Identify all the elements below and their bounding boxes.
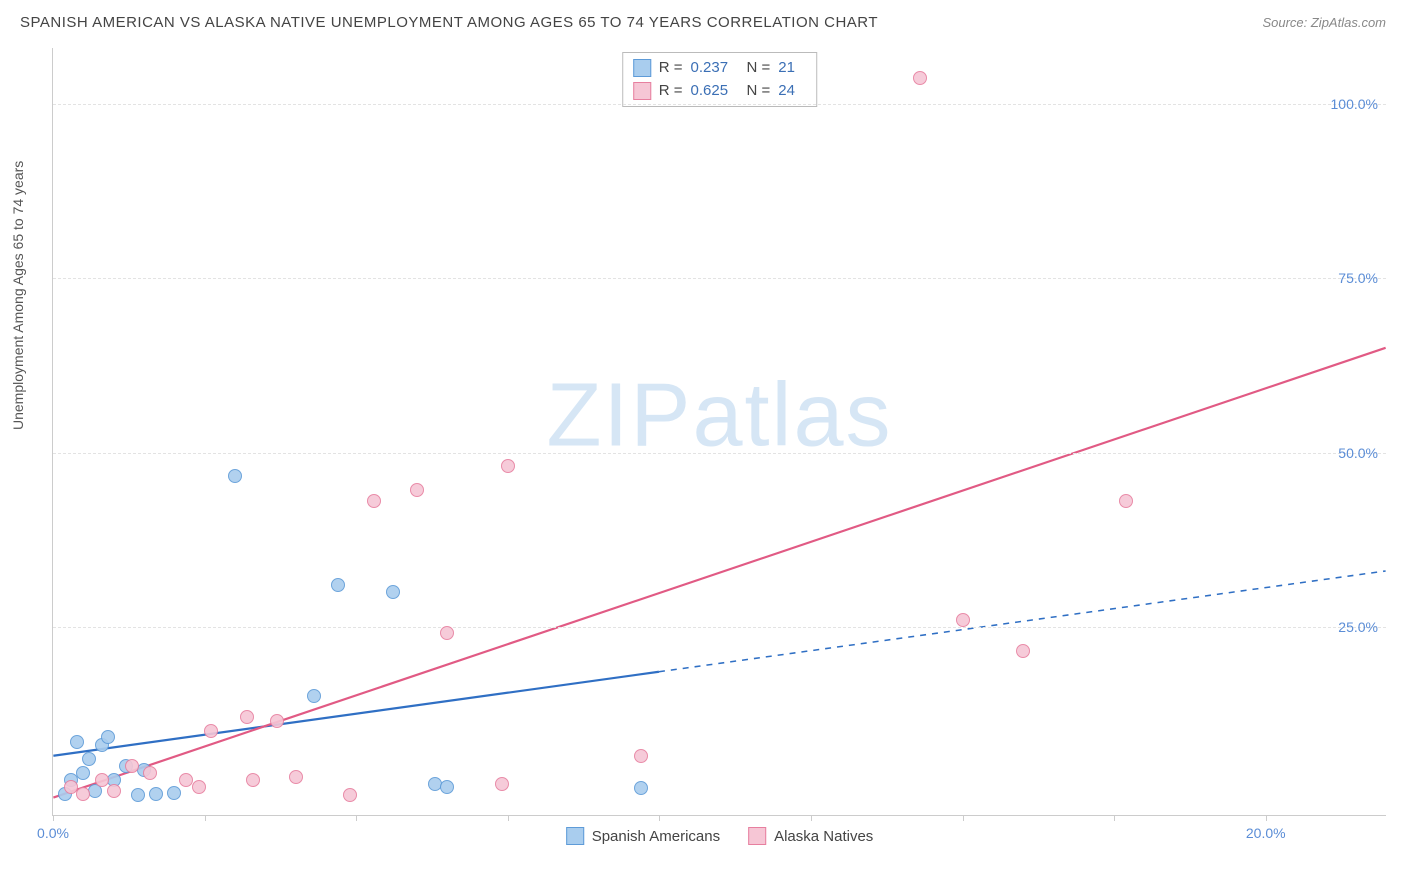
- data-point-spanish: [149, 787, 163, 801]
- swatch-spanish: [633, 59, 651, 77]
- x-tick: [1114, 815, 1115, 821]
- x-tick-label: 20.0%: [1246, 825, 1286, 841]
- x-tick: [356, 815, 357, 821]
- data-point-spanish: [331, 578, 345, 592]
- trend-lines-layer: [53, 48, 1386, 815]
- data-point-alaska: [125, 759, 139, 773]
- data-point-spanish: [131, 788, 145, 802]
- correlation-stats-box: R = 0.237 N = 21 R = 0.625 N = 24: [622, 52, 818, 107]
- series-legend: Spanish Americans Alaska Natives: [566, 827, 874, 845]
- x-tick: [963, 815, 964, 821]
- data-point-alaska: [204, 724, 218, 738]
- data-point-alaska: [76, 787, 90, 801]
- y-tick-label: 50.0%: [1338, 445, 1378, 461]
- data-point-alaska: [246, 773, 260, 787]
- data-point-alaska: [192, 780, 206, 794]
- x-tick: [659, 815, 660, 821]
- r-label: R =: [659, 80, 683, 103]
- scatter-chart: ZIPatlas R =0.237N =21R =0.625N =24 Span…: [52, 48, 1386, 816]
- x-tick-label: 0.0%: [37, 825, 69, 841]
- data-point-alaska: [270, 714, 284, 728]
- n-label: N =: [747, 57, 771, 80]
- data-point-alaska: [440, 626, 454, 640]
- gridline: [53, 104, 1386, 105]
- data-point-spanish: [70, 735, 84, 749]
- y-tick-label: 25.0%: [1338, 619, 1378, 635]
- n-value-alaska: 24: [778, 80, 806, 103]
- data-point-alaska: [240, 710, 254, 724]
- gridline: [53, 453, 1386, 454]
- x-tick: [1266, 815, 1267, 821]
- data-point-spanish: [101, 730, 115, 744]
- data-point-alaska: [410, 483, 424, 497]
- data-point-alaska: [495, 777, 509, 791]
- legend-label-spanish: Spanish Americans: [592, 828, 720, 845]
- trendline-alaska: [53, 348, 1385, 798]
- legend-item-spanish: Spanish Americans: [566, 827, 720, 845]
- r-label: R =: [659, 57, 683, 80]
- data-point-alaska: [95, 773, 109, 787]
- data-point-spanish: [76, 766, 90, 780]
- data-point-alaska: [1119, 494, 1133, 508]
- chart-title: SPANISH AMERICAN VS ALASKA NATIVE UNEMPL…: [20, 14, 878, 31]
- legend-label-alaska: Alaska Natives: [774, 828, 873, 845]
- data-point-spanish: [82, 752, 96, 766]
- data-point-alaska: [143, 766, 157, 780]
- source-attribution: Source: ZipAtlas.com: [1262, 15, 1386, 30]
- x-tick: [53, 815, 54, 821]
- data-point-alaska: [343, 788, 357, 802]
- x-tick: [205, 815, 206, 821]
- y-axis-label: Unemployment Among Ages 65 to 74 years: [10, 161, 26, 430]
- data-point-alaska: [956, 613, 970, 627]
- n-label: N =: [747, 80, 771, 103]
- gridline: [53, 627, 1386, 628]
- y-tick-label: 75.0%: [1338, 270, 1378, 286]
- data-point-spanish: [440, 780, 454, 794]
- r-value-alaska: 0.625: [691, 80, 739, 103]
- data-point-alaska: [107, 784, 121, 798]
- data-point-alaska: [634, 749, 648, 763]
- n-value-spanish: 21: [778, 57, 806, 80]
- data-point-spanish: [167, 786, 181, 800]
- x-tick: [811, 815, 812, 821]
- gridline: [53, 278, 1386, 279]
- r-value-spanish: 0.237: [691, 57, 739, 80]
- data-point-alaska: [289, 770, 303, 784]
- y-tick-label: 100.0%: [1331, 96, 1378, 112]
- legend-swatch-alaska: [748, 827, 766, 845]
- trendline-spanish: [53, 672, 659, 756]
- data-point-spanish: [228, 469, 242, 483]
- data-point-alaska: [1016, 644, 1030, 658]
- data-point-alaska: [367, 494, 381, 508]
- legend-item-alaska: Alaska Natives: [748, 827, 873, 845]
- stats-row-alaska: R = 0.625 N = 24: [633, 80, 807, 103]
- legend-swatch-spanish: [566, 827, 584, 845]
- data-point-spanish: [386, 585, 400, 599]
- stats-row-spanish: R = 0.237 N = 21: [633, 57, 807, 80]
- data-point-alaska: [913, 71, 927, 85]
- data-point-spanish: [307, 689, 321, 703]
- data-point-spanish: [634, 781, 648, 795]
- data-point-alaska: [501, 459, 515, 473]
- x-tick: [508, 815, 509, 821]
- swatch-alaska: [633, 82, 651, 100]
